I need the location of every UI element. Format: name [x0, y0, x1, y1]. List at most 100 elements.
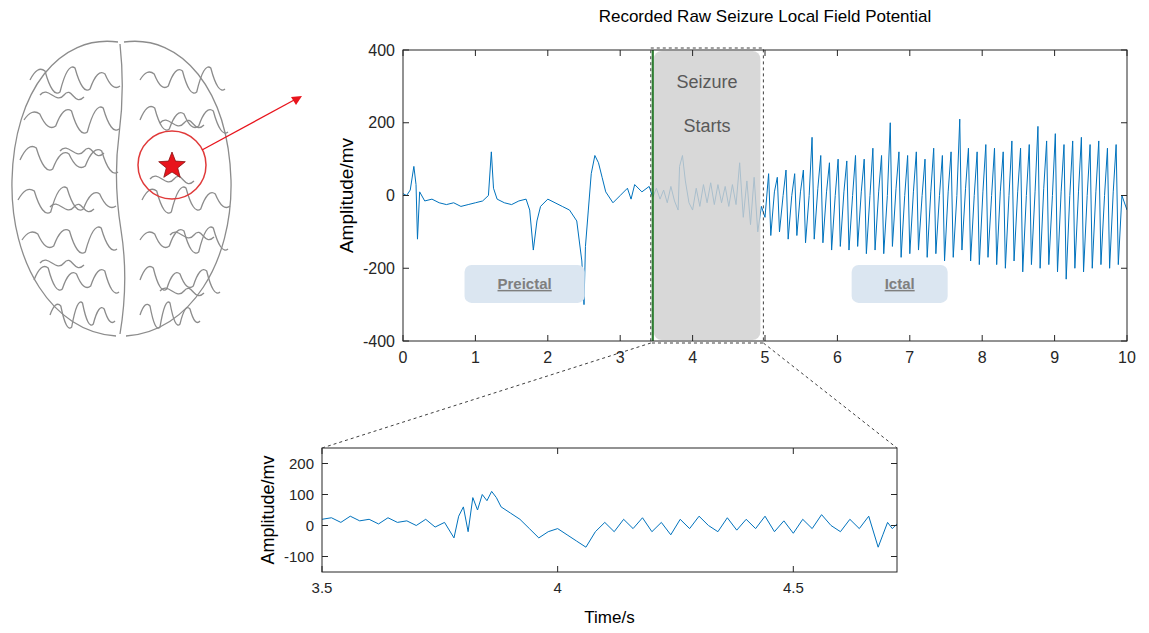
plot-background	[322, 448, 897, 572]
highlight-label-line: Starts	[684, 116, 731, 136]
x-tick-label: 10	[1118, 349, 1136, 366]
plot-frame	[322, 448, 897, 572]
x-tick	[1127, 335, 1128, 341]
x-tick	[837, 50, 838, 56]
annotation-box	[852, 265, 948, 303]
y-tick-label: 100	[289, 486, 314, 503]
x-axis-title: Time/s	[584, 608, 634, 627]
gyrus	[30, 67, 120, 93]
gyrus	[20, 147, 118, 174]
x-tick	[475, 335, 476, 341]
x-tick-label: 6	[833, 349, 842, 366]
x-tick	[557, 448, 558, 454]
x-tick	[692, 50, 693, 56]
focus-star	[159, 152, 186, 177]
highlight-region	[654, 51, 761, 340]
x-tick-label: 5	[761, 349, 770, 366]
gyrus	[140, 302, 200, 328]
zoom-connector	[322, 343, 651, 448]
x-tick	[475, 50, 476, 56]
x-tick	[982, 50, 983, 56]
right-hemisphere	[124, 41, 231, 336]
data-layer	[403, 119, 1127, 305]
gyrus	[170, 232, 214, 240]
chart-panel: SeizureStarts012345678910-400-2000200400…	[336, 7, 1136, 366]
x-tick	[909, 335, 910, 341]
x-tick	[982, 335, 983, 341]
onset-line	[652, 50, 654, 341]
highlight-label-line: Seizure	[677, 72, 738, 92]
x-tick	[692, 335, 693, 341]
y-tick	[1121, 195, 1127, 196]
y-tick	[891, 494, 897, 495]
y-tick	[403, 268, 409, 269]
y-tick	[322, 556, 328, 557]
x-tick	[403, 50, 404, 56]
x-tick	[793, 566, 794, 572]
y-tick	[403, 341, 409, 342]
x-tick	[1054, 335, 1055, 341]
y-tick-label: 0	[386, 187, 395, 204]
x-tick-label: 4.5	[783, 579, 804, 596]
x-tick	[837, 335, 838, 341]
x-tick	[765, 335, 766, 341]
y-tick-label: 400	[368, 42, 395, 59]
x-tick-label: 0	[399, 349, 408, 366]
data-layer	[322, 491, 897, 547]
y-tick	[1121, 341, 1127, 342]
gyrus	[142, 187, 230, 213]
x-tick	[547, 50, 548, 56]
x-tick	[322, 566, 323, 572]
gyrus	[40, 92, 84, 100]
annotation-label: Preictal	[498, 275, 552, 292]
signal-line	[403, 119, 1127, 305]
gyrus	[160, 288, 204, 296]
gyrus	[160, 120, 204, 128]
pointer-arrow	[202, 99, 296, 150]
x-tick	[1054, 50, 1055, 56]
y-tick-label: 0	[306, 517, 314, 534]
gyrus	[18, 187, 116, 213]
gyrus	[140, 67, 225, 93]
gyrus	[40, 260, 84, 268]
gyrus	[60, 148, 104, 156]
brain-sketch	[12, 41, 231, 336]
y-tick	[1121, 50, 1127, 51]
x-tick-label: 8	[978, 349, 987, 366]
x-tick	[620, 335, 621, 341]
y-tick-label: -100	[284, 548, 314, 565]
y-tick	[891, 463, 897, 464]
y-tick-label: 200	[368, 114, 395, 131]
x-tick	[403, 335, 404, 341]
x-tick	[322, 448, 323, 454]
y-tick	[891, 525, 897, 526]
chart-panel: 3.544.5-1000100200Amplitude/mvTime/s	[258, 448, 897, 627]
pointer-arrowhead	[291, 96, 302, 105]
gyrus	[140, 107, 228, 134]
x-tick-label: 7	[905, 349, 914, 366]
x-tick	[557, 566, 558, 572]
plot-frame	[403, 50, 1127, 341]
x-tick-label: 4	[688, 349, 697, 366]
y-axis-title: Amplitude/mv	[336, 137, 357, 253]
gyrus	[50, 204, 94, 212]
left-hemisphere	[12, 41, 118, 336]
x-tick-label: 3	[616, 349, 625, 366]
gyrus	[22, 227, 117, 253]
gyrus	[34, 267, 119, 294]
x-tick-label: 9	[1050, 349, 1059, 366]
y-tick	[322, 494, 328, 495]
y-tick	[1121, 268, 1127, 269]
chart-title: Recorded Raw Seizure Local Field Potenti…	[599, 7, 932, 26]
x-tick	[547, 335, 548, 341]
x-tick-label: 1	[471, 349, 480, 366]
signal-line	[322, 491, 897, 547]
gyrus	[50, 302, 115, 328]
x-tick-label: 3.5	[312, 579, 333, 596]
plot-background	[403, 50, 1127, 341]
x-tick-label: 4	[553, 579, 561, 596]
x-tick	[793, 448, 794, 454]
gyrus	[140, 227, 228, 253]
x-tick	[909, 50, 910, 56]
annotation-box	[465, 265, 585, 303]
